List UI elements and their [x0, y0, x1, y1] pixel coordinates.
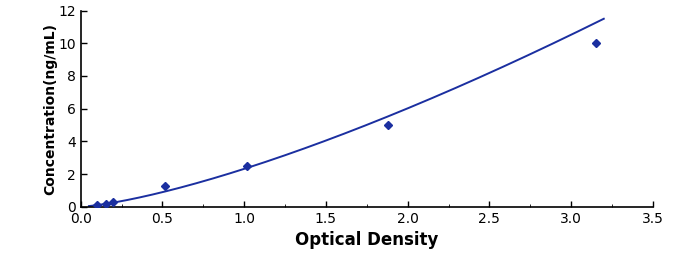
Y-axis label: Concentration(ng/mL): Concentration(ng/mL): [43, 23, 57, 195]
X-axis label: Optical Density: Optical Density: [295, 231, 439, 249]
